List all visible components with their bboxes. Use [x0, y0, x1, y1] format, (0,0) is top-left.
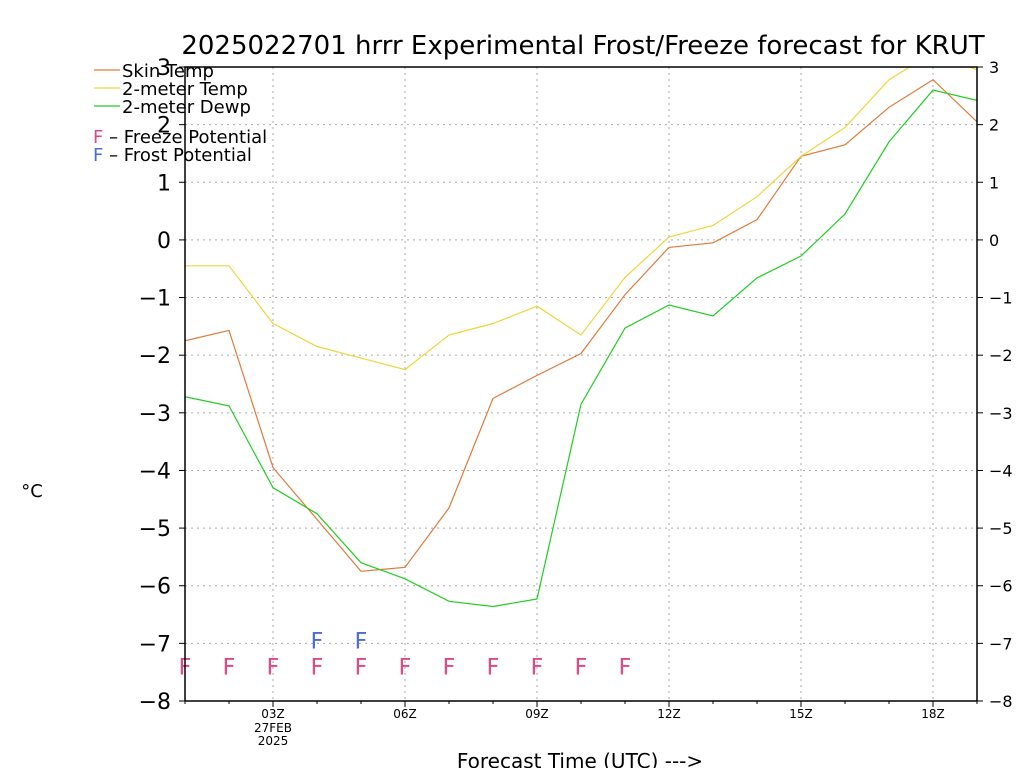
- y-tick-label-left: 0: [157, 229, 171, 254]
- y-tick-label-right: −8: [989, 692, 1013, 711]
- plot-frame: [184, 66, 978, 702]
- freeze-marker: F: [267, 655, 280, 680]
- y-tick-label-left: −3: [139, 402, 171, 427]
- legend-marker-text: – Freeze Potential: [103, 127, 267, 148]
- legend-marker-text: – Frost Potential: [103, 145, 252, 166]
- legend-label-skin-temp: Skin Temp: [122, 61, 214, 82]
- series-group: [185, 67, 977, 608]
- y-tick-label-left: −2: [139, 344, 171, 369]
- y-tick-label-left: 2: [157, 114, 171, 139]
- x-tick-label: 06Z: [393, 707, 417, 721]
- freeze-marker: F: [223, 655, 236, 680]
- y-tick-label-left: −4: [139, 459, 171, 484]
- y-tick-label-left: 3: [157, 56, 171, 81]
- y-tick-label-right: −5: [989, 519, 1013, 538]
- y-tick-label-right: −3: [989, 404, 1013, 423]
- series-line-skin-temp: [185, 78, 977, 572]
- freeze-marker: F: [531, 655, 544, 680]
- x-tick-label: 18Z: [921, 707, 945, 721]
- freeze-marker: F: [311, 655, 324, 680]
- y-axis-label: °C: [21, 481, 43, 502]
- y-tick-label-left: −8: [139, 690, 171, 715]
- frost-marker: F: [311, 629, 324, 654]
- y-tick-label-left: −5: [139, 517, 171, 542]
- legend-marker-frost: F – Frost Potential: [93, 145, 252, 166]
- x-tick-label: 15Z: [789, 707, 813, 721]
- series-line-2-meter-temp: [185, 67, 977, 371]
- x-date-label: 27FEB: [254, 721, 292, 735]
- x-tick-label: 03Z: [261, 707, 285, 721]
- y-tick-label-left: 1: [157, 171, 171, 196]
- freeze-marker: F: [443, 655, 456, 680]
- freeze-marker: F: [399, 655, 412, 680]
- freeze-marker: F: [575, 655, 588, 680]
- y-tick-label-right: −1: [989, 289, 1013, 308]
- y-tick-label-right: −4: [989, 461, 1013, 480]
- freeze-marker: F: [487, 655, 500, 680]
- x-axis-label: Forecast Time (UTC) --->: [457, 749, 703, 768]
- x-date-label: 2025: [258, 734, 289, 748]
- y-tick-label-right: 1: [989, 173, 999, 192]
- marker-group: F F F F F F F F F F FF F: [179, 629, 632, 680]
- axes-group: −8 −8 −7 −7 −6 −6 −5 −5 −4 −4 −3 −3 −2 −2 −1 −1 0 0 1 1 2 2 3 3…: [139, 56, 1013, 748]
- legend-label-2-meter-temp: 2-meter Temp: [122, 79, 248, 100]
- grid: [185, 67, 977, 701]
- series-line-2-meter-dewp: [185, 89, 977, 608]
- legend-marker-glyph: F: [93, 145, 103, 166]
- legend-marker-freeze: F – Freeze Potential: [93, 127, 267, 148]
- y-tick-label-left: −1: [139, 287, 171, 312]
- x-tick-label: 09Z: [525, 707, 549, 721]
- y-tick-label-right: −2: [989, 346, 1013, 365]
- chart-title: 2025022701 hrrr Experimental Frost/Freez…: [181, 31, 984, 61]
- legend-marker-glyph: F: [93, 127, 103, 148]
- y-tick-label-left: −7: [139, 632, 171, 657]
- legend-label-2-meter-dewp: 2-meter Dewp: [122, 97, 251, 118]
- x-tick-label: 12Z: [657, 707, 681, 721]
- frost-marker: F: [355, 629, 368, 654]
- y-tick-label-right: −6: [989, 577, 1013, 596]
- y-tick-label-left: −6: [139, 575, 171, 600]
- freeze-marker: F: [355, 655, 368, 680]
- y-tick-label-right: 2: [989, 116, 999, 135]
- y-tick-label-right: 3: [989, 58, 999, 77]
- y-tick-label-right: −7: [989, 634, 1013, 653]
- y-tick-label-right: 0: [989, 231, 999, 250]
- freeze-marker: F: [619, 655, 632, 680]
